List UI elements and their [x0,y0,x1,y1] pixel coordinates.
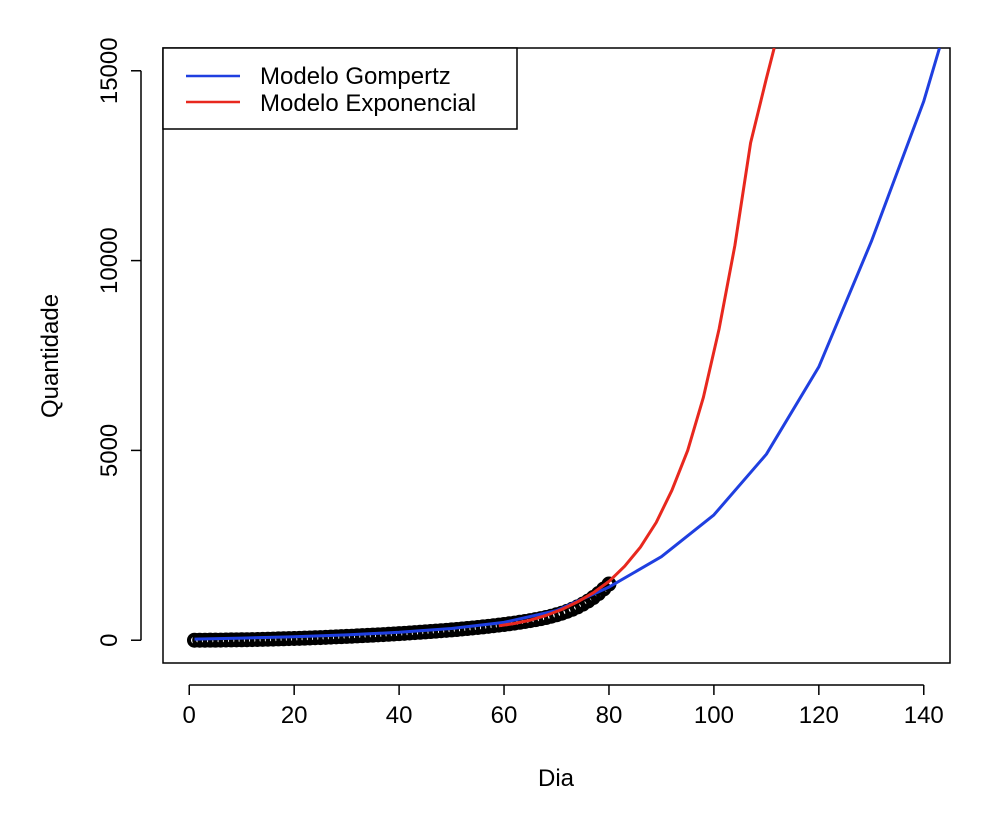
series-line-modelo-gompertz [194,48,941,641]
y-axis-title: Quantidade [37,294,64,418]
y-tick-label: 0 [96,634,123,647]
x-axis-title: Dia [538,765,575,792]
x-tick-label: 20 [281,702,308,729]
x-tick-label: 0 [183,702,196,729]
series-line-modelo-exponencial [498,48,776,628]
y-tick-label: 15000 [96,37,123,104]
x-tick-label: 40 [386,702,413,729]
x-tick-label: 60 [491,702,518,729]
x-tick-label: 100 [694,702,734,729]
y-tick-label: 5000 [96,424,123,477]
model-lines [194,48,941,641]
y-tick-label: 10000 [96,227,123,294]
x-tick-label: 80 [596,702,623,729]
legend-label-exponencial: Modelo Exponencial [260,90,476,117]
x-tick-label: 120 [799,702,839,729]
x-axis: 0 20 40 60 80 100 120 140 [183,684,944,729]
y-axis: 0 5000 10000 15000 [96,37,142,647]
x-tick-label: 140 [904,702,944,729]
legend-label-gompertz: Modelo Gompertz [260,63,451,90]
legend-box [162,47,518,130]
plot-frame [162,47,951,664]
legend: Modelo Gompertz Modelo Exponencial [162,47,518,130]
